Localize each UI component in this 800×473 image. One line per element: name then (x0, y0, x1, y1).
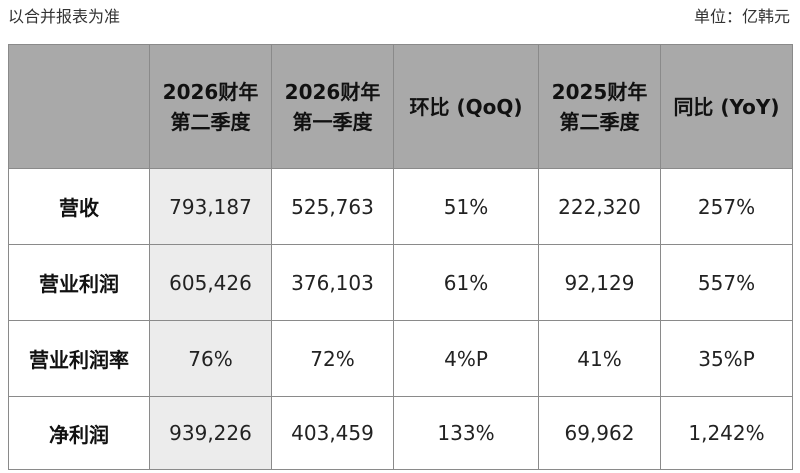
cell-operating-margin-fy2025-q2: 41% (538, 320, 661, 397)
header-corner-cell (8, 44, 150, 169)
header-fy2025-q2: 2025财年 第二季度 (538, 44, 661, 169)
header-fy2025-q2-year: 2025财年 (551, 79, 648, 104)
header-fy2026-q2-year: 2026财年 (162, 79, 259, 104)
table-row-revenue: 营收 793,187 525,763 51% 222,320 257% (8, 168, 793, 245)
header-fy2026-q2-quarter: 第二季度 (170, 109, 251, 134)
header-qoq: 环比 (QoQ) (393, 44, 539, 169)
row-label-net-profit: 净利润 (8, 396, 150, 470)
table-row-net-profit: 净利润 939,226 403,459 133% 69,962 1,242% (8, 396, 793, 470)
header-fy2026-q1: 2026财年 第一季度 (271, 44, 394, 169)
cell-operating-profit-fy2026-q1: 376,103 (271, 244, 394, 321)
cell-net-profit-qoq: 133% (393, 396, 539, 470)
cell-net-profit-fy2026-q1: 403,459 (271, 396, 394, 470)
unit-note: 单位：亿韩元 (693, 7, 790, 26)
header-fy2026-q2: 2026财年 第二季度 (149, 44, 272, 169)
cell-operating-margin-yoy: 35%P (660, 320, 793, 397)
cell-net-profit-yoy: 1,242% (660, 396, 793, 470)
table-row-operating-margin: 营业利润率 76% 72% 4%P 41% 35%P (8, 320, 793, 397)
cell-net-profit-fy2026-q2: 939,226 (149, 396, 272, 470)
cell-revenue-fy2026-q1: 525,763 (271, 168, 394, 245)
earnings-table: 2026财年 第二季度 2026财年 第一季度 环比 (QoQ) 2025财年 … (8, 44, 793, 470)
cell-operating-profit-yoy: 557% (660, 244, 793, 321)
consolidation-note: 以合并报表为准 (8, 7, 121, 26)
header-fy2026-q1-year: 2026财年 (284, 79, 381, 104)
header-yoy: 同比 (YoY) (660, 44, 793, 169)
cell-operating-margin-qoq: 4%P (393, 320, 539, 397)
cell-operating-profit-qoq: 61% (393, 244, 539, 321)
table-header-row: 2026财年 第二季度 2026财年 第一季度 环比 (QoQ) 2025财年 … (8, 44, 793, 169)
cell-operating-margin-fy2026-q2: 76% (149, 320, 272, 397)
header-fy2025-q2-quarter: 第二季度 (559, 109, 640, 134)
cell-operating-margin-fy2026-q1: 72% (271, 320, 394, 397)
row-label-revenue: 营收 (8, 168, 150, 245)
row-label-operating-profit: 营业利润 (8, 244, 150, 321)
cell-revenue-qoq: 51% (393, 168, 539, 245)
table-row-operating-profit: 营业利润 605,426 376,103 61% 92,129 557% (8, 244, 793, 321)
cell-operating-profit-fy2025-q2: 92,129 (538, 244, 661, 321)
cell-net-profit-fy2025-q2: 69,962 (538, 396, 661, 470)
row-label-operating-margin: 营业利润率 (8, 320, 150, 397)
header-fy2026-q1-quarter: 第一季度 (292, 109, 373, 134)
cell-revenue-fy2026-q2: 793,187 (149, 168, 272, 245)
cell-operating-profit-fy2026-q2: 605,426 (149, 244, 272, 321)
cell-revenue-fy2025-q2: 222,320 (538, 168, 661, 245)
cell-revenue-yoy: 257% (660, 168, 793, 245)
